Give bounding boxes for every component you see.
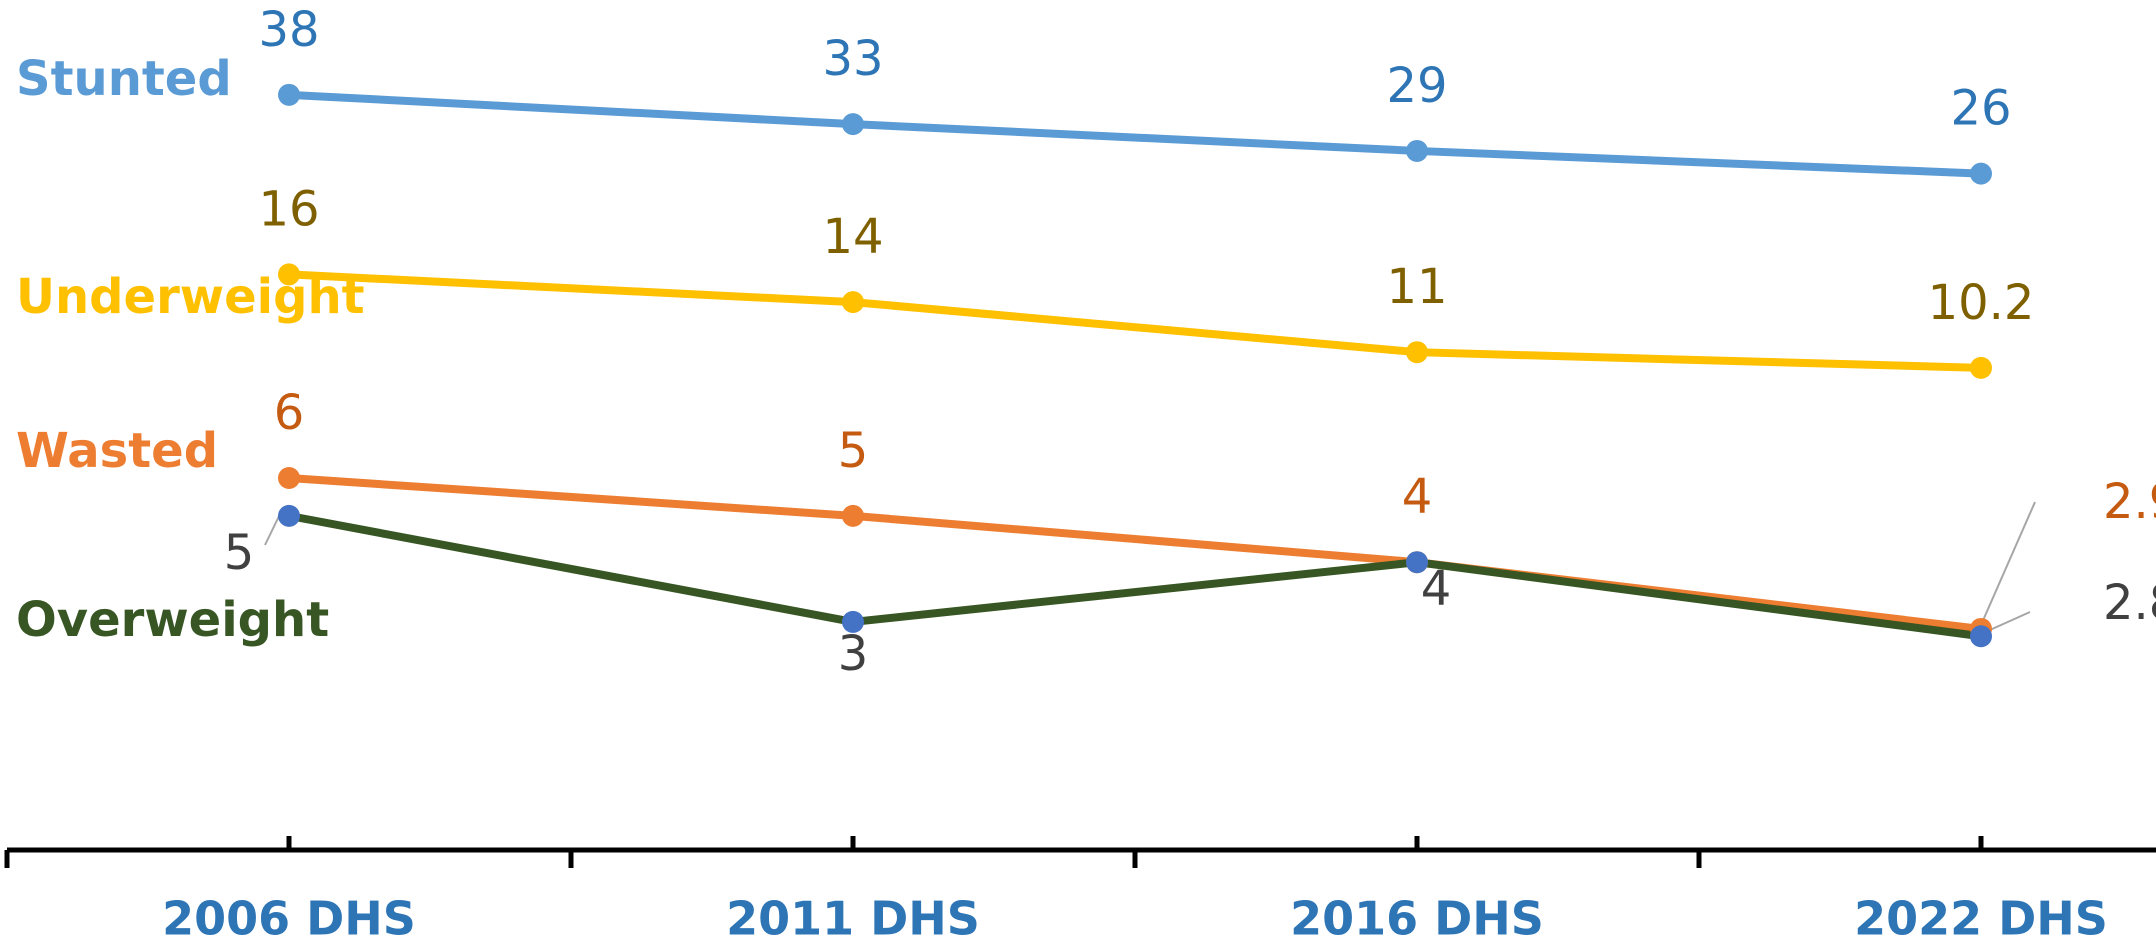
point [842,291,864,314]
data-label: 5 [224,525,255,581]
data-label: 3 [838,626,869,682]
point [278,504,300,527]
series-label: Overweight [16,592,329,648]
x-tick-label: 2016 DHS [1290,892,1544,946]
data-label: 33 [822,31,883,87]
x-tick-label: 2011 DHS [726,892,980,946]
leader-line [1980,501,2036,626]
data-label: 2.9 [2103,474,2156,530]
x-tick-label: 2006 DHS [162,892,416,946]
data-label: 4 [1421,561,1452,617]
data-label: 2.8 [2103,575,2156,631]
x-tick-label: 2022 DHS [1854,892,2108,946]
point [842,610,864,633]
point [278,263,300,286]
point [1406,551,1428,574]
point [278,83,300,106]
series-label: Stunted [16,51,232,107]
data-label: 26 [1950,81,2011,137]
point [1970,625,1992,648]
point [1970,356,1992,379]
data-label: 14 [822,209,883,265]
point [1406,139,1428,162]
point [842,504,864,527]
series-line [288,90,1982,178]
data-label: 38 [258,2,319,58]
series-label: Wasted [16,423,218,479]
data-label: 11 [1386,259,1447,315]
series-line [288,270,1982,372]
series-line [288,511,1982,641]
point [1406,341,1428,364]
data-label: 6 [274,385,305,441]
data-label: 5 [838,423,869,479]
data-label: 29 [1386,58,1447,114]
data-label: 4 [1402,469,1433,525]
point [278,467,300,490]
point [1970,162,1992,185]
data-label: 16 [258,181,319,237]
point [842,113,864,136]
data-label: 10.2 [1928,275,2035,331]
